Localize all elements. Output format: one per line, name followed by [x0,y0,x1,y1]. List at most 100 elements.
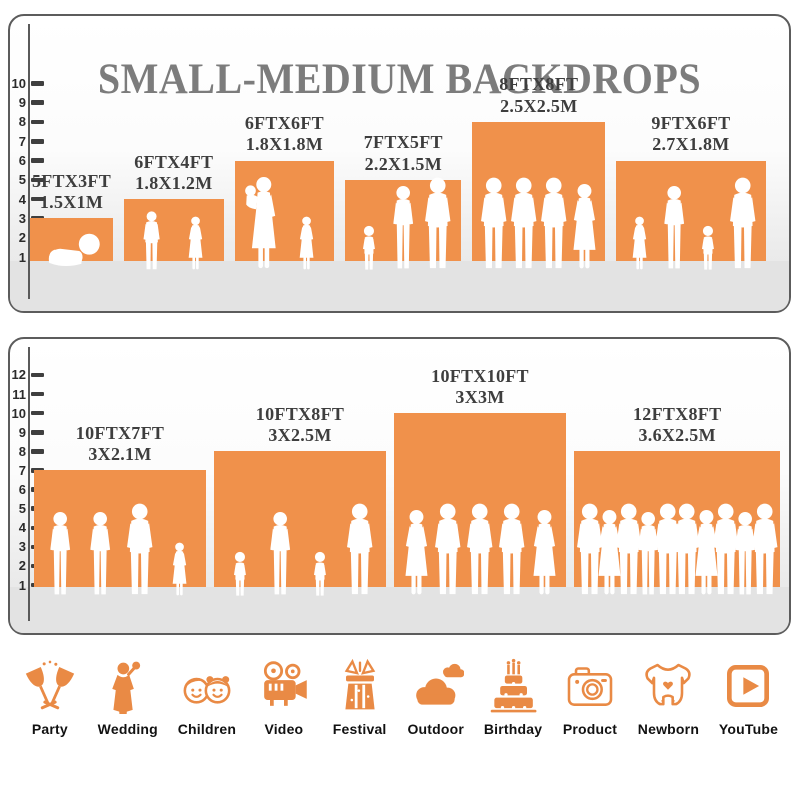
category-label: Newborn [637,721,700,737]
woman-dress-silhouette [532,509,555,595]
man-silhouette [713,503,739,595]
ruler-tick-number: 11 [12,386,26,402]
newborn-icon [645,663,692,706]
ruler-tick-number: 6 [18,482,26,497]
category-label: Festival [332,721,387,737]
bar-size-ft: 7FTX5FT [363,132,443,153]
man-silhouette [435,503,461,595]
toddler-silhouette [702,225,715,270]
bar-size-label: 12FTX8FT 3.6X2.5M [587,404,767,446]
ruler-tick-number: 4 [18,520,26,536]
man-silhouette [751,503,778,595]
bar-size-ft: 8FTX8FT [499,74,579,95]
bar-size-label: 9FTX6FT 2.7X1.8M [601,113,781,155]
ruler-tick-number: 5 [18,501,26,517]
video-icon [263,661,307,706]
man-silhouette [510,177,537,269]
woman-silhouette [393,185,414,269]
ruler-axis-line [28,347,30,621]
toddler-silhouette [362,225,375,270]
ruler-tick [31,410,44,416]
woman-dress-silhouette [695,509,718,595]
ruler-tick-number: 1 [18,577,26,593]
ruler-tick-number: 6 [18,153,26,168]
panel-medium-backdrops: 1 2 3 4 5 6 7 8 9 10 11 12 10FTX7FT 3X2.1M 10FTX8FT 3X2… [8,337,791,635]
category-item-birthday: Birthday [484,658,542,737]
bar-size-m: 3X2.5M [268,425,332,446]
bar-size-label: 10FTX7FT 3X2.1M [30,423,210,465]
toddler-silhouette [234,551,246,596]
festival-icon [344,658,375,710]
ruler-tick [31,372,44,378]
bar-size-label: 6FTX4FT 1.8X1.2M [84,152,264,194]
category-row: Party Wedding Children Video Festival Outdoor… [0,658,800,737]
ruler-tick-number: 5 [18,172,26,188]
woman-silhouette [50,511,70,595]
ruler-tick [31,391,44,397]
category-label: Outdoor [407,721,465,737]
girl-silhouette [299,216,314,270]
floor-strip [10,587,789,633]
ruler-tick [31,139,44,144]
ruler-tick [31,158,44,163]
woman-dress-silhouette [573,183,596,269]
ruler-axis-line [28,24,30,299]
bar-size-label: 5FTX3FT 1.5X1M [0,171,162,213]
bar-size-m: 3X2.1M [88,444,152,465]
girl-silhouette [632,216,647,270]
ruler-tick [31,430,44,435]
man-silhouette [467,503,493,595]
bar-size-m: 1.8X1.2M [135,172,213,193]
panel-small-backdrops: SMALL-MEDIUM BACKDROPS 1 2 3 4 5 6 7 8 9 10 5FTX3F… [8,14,791,313]
boy-silhouette [143,211,160,270]
category-item-children: Children [178,658,236,737]
ruler-tick-number: 7 [18,462,26,478]
bar-size-label: 10FTX8FT 3X2.5M [210,404,390,446]
ruler-tick-number: 4 [18,191,26,207]
bar-size-m: 1.5X1M [39,192,104,213]
bar-size-m: 2.7X1.8M [652,134,730,155]
girl-silhouette [173,542,187,596]
category-label: Video [264,721,304,737]
bar-size-ft: 10FTX7FT [75,422,165,443]
ruler-tick [31,119,44,125]
category-label: Product [562,721,618,737]
bar-size-m: 3X3M [455,386,505,407]
ruler-tick-number: 3 [18,539,26,555]
category-item-festival: Festival [332,658,388,737]
category-item-outdoor: Outdoor [407,658,464,737]
woman-silhouette [90,511,110,595]
ruler-tick-number: 1 [18,249,26,265]
outdoor-icon [415,663,464,705]
bar-size-ft: 10FTX10FT [431,365,529,386]
ruler-tick-number: 9 [18,424,26,440]
backdrop-bar [124,199,224,261]
baby-silhouette [48,233,100,267]
woman-dress-silhouette [404,509,427,595]
man-silhouette [425,177,451,269]
ruler-tick-number: 10 [11,75,26,91]
bar-size-label: 8FTX8FT 2.5X2.5M [449,74,629,116]
youtube-icon [727,665,770,707]
man-silhouette [654,503,681,595]
man-silhouette [541,177,567,269]
bar-size-ft: 6FTX6FT [244,113,324,134]
bar-size-ft: 9FTX6FT [651,113,731,134]
category-item-party: Party [22,658,78,737]
woman-baby-silhouette [244,177,276,269]
girl-silhouette [188,216,203,270]
ruler-tick-number: 3 [18,210,26,226]
man-silhouette [674,503,700,595]
ruler-tick-number: 8 [18,114,26,130]
woman-silhouette [638,511,658,595]
bar-size-m: 3.6X2.5M [638,425,716,446]
woman-dress-silhouette [598,509,621,595]
ruler-tick [31,177,44,183]
wedding-icon [112,661,140,714]
category-item-product: Product [562,658,618,737]
category-label: Birthday [483,721,543,737]
category-item-youtube: YouTube [719,658,778,737]
children-icon [183,676,231,704]
woman-silhouette [663,185,684,269]
